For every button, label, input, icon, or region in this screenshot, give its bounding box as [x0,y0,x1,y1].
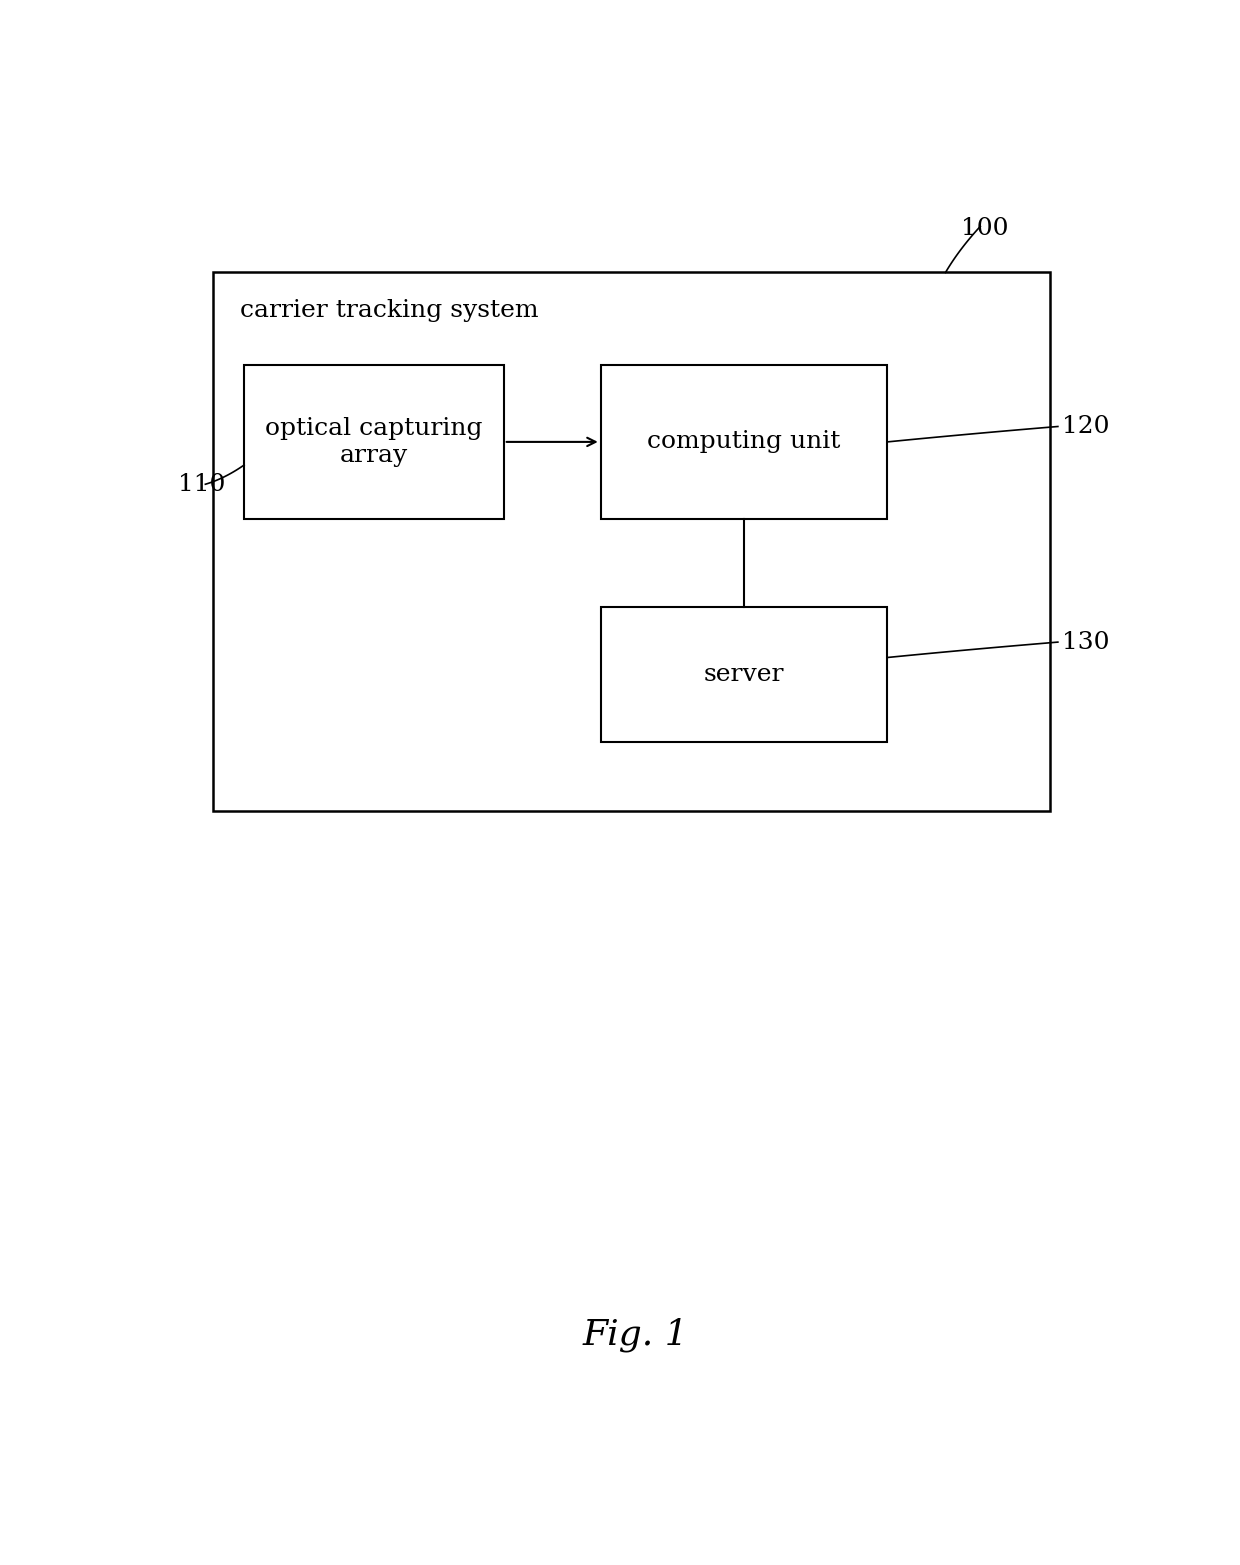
Bar [600,365,888,520]
Bar [213,272,1050,812]
Bar [600,607,888,742]
Text: computing unit: computing unit [647,430,841,454]
Text: 130: 130 [1061,631,1110,654]
Text: carrier tracking system: carrier tracking system [241,299,538,322]
Bar [244,365,503,520]
Text: 100: 100 [961,218,1008,239]
Text: optical capturing
array: optical capturing array [265,418,482,466]
Text: Fig. 1: Fig. 1 [583,1318,688,1352]
Text: 120: 120 [1061,415,1110,438]
Text: 110: 110 [179,473,226,496]
Text: server: server [704,664,784,687]
